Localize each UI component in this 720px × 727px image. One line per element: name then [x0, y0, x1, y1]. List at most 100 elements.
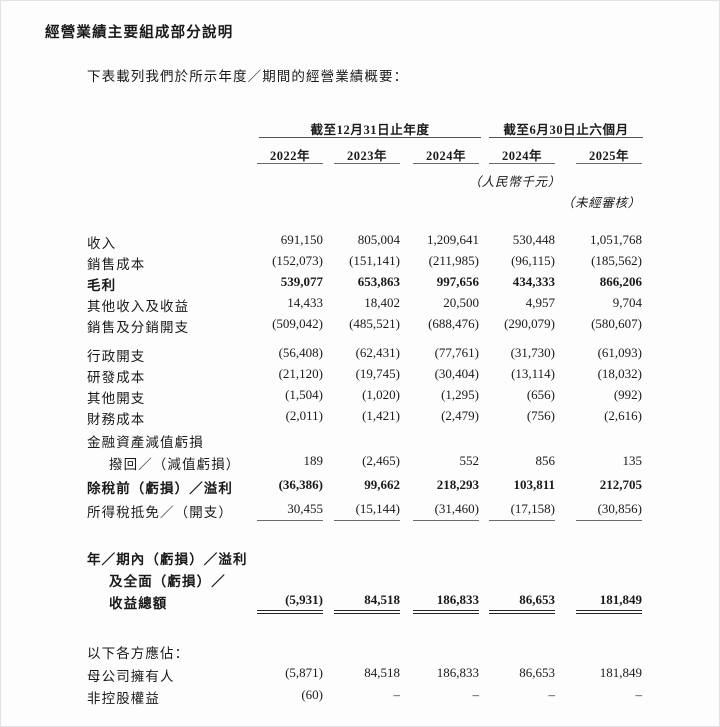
table-cell: –: [472, 687, 480, 702]
total-double-rule: [413, 610, 479, 614]
column-rule-2024-interim: [489, 163, 555, 164]
row-label: 除稅前（虧損）／溢利: [87, 481, 233, 496]
table-cell: (5,871): [285, 665, 323, 680]
table-cell: 181,849: [599, 665, 642, 680]
column-header-2025-interim: 2025年: [588, 149, 629, 163]
table-cell: (17,158): [510, 501, 555, 516]
intro-paragraph: 下表載列我們於所示年度／期間的經營業績概要：: [87, 69, 409, 84]
table-cell: (15,144): [355, 501, 400, 516]
total-cell: 86,653: [519, 592, 555, 607]
total-cell: 181,849: [599, 592, 642, 607]
table-cell: (60): [301, 687, 323, 702]
table-cell: (688,476): [428, 316, 479, 331]
table-cell: (185,562): [591, 253, 642, 268]
row-label: 研發成本: [87, 370, 146, 385]
table-cell: (485,521): [349, 316, 400, 331]
total-double-rule: [257, 610, 323, 614]
row-label: 撥回／（減值虧損）: [109, 457, 241, 472]
column-header-2022: 2022年: [269, 149, 310, 163]
table-cell: (1,421): [362, 408, 400, 423]
table-cell: 4,957: [525, 295, 555, 310]
table-cell: 84,518: [364, 665, 400, 680]
table-cell: (211,985): [428, 253, 479, 268]
row-label: 銷售及分銷開支: [87, 320, 190, 335]
subtotal-rule: [489, 520, 555, 521]
table-cell: 1,051,768: [590, 232, 642, 247]
table-cell: 20,500: [443, 295, 479, 310]
group-rule-interim: [489, 137, 643, 138]
table-cell: 18,402: [364, 295, 400, 310]
table-cell: 86,653: [519, 665, 555, 680]
table-cell: 212,705: [599, 477, 642, 492]
table-cell: (21,120): [278, 366, 323, 381]
table-cell: (151,141): [349, 253, 400, 268]
table-cell: (290,079): [504, 316, 555, 331]
currency-unit-note: （人民幣千元）: [468, 175, 561, 189]
table-cell: 1,209,641: [427, 232, 479, 247]
table-cell: 434,333: [512, 274, 555, 289]
table-cell: (31,460): [434, 501, 479, 516]
table-cell: (2,616): [604, 408, 642, 423]
total-cell: 84,518: [364, 592, 400, 607]
table-cell: 103,811: [513, 477, 555, 492]
column-rule-2025-interim: [576, 163, 642, 164]
table-cell: (1,020): [362, 387, 400, 402]
table-cell: (77,761): [434, 345, 479, 360]
column-rule-2024-annual: [413, 163, 479, 164]
group-rule-annual: [259, 137, 481, 138]
table-cell: 99,662: [364, 477, 400, 492]
table-cell: (30,404): [434, 366, 479, 381]
table-cell: (13,114): [511, 366, 555, 381]
total-label-line3: 收益總額: [109, 596, 168, 611]
subtotal-rule: [576, 520, 642, 521]
table-cell: 135: [622, 453, 643, 468]
table-cell: 530,448: [512, 232, 555, 247]
row-label: 銷售成本: [87, 257, 146, 272]
table-cell: –: [548, 687, 556, 702]
table-cell: (580,607): [591, 316, 642, 331]
table-cell: 9,704: [612, 295, 642, 310]
group-header-interim: 截至6月30日止六個月: [503, 123, 629, 137]
row-label: 其他開支: [87, 391, 146, 406]
total-cell: (5,931): [285, 592, 323, 607]
group-header-annual: 截至12月31日止年度: [310, 123, 430, 137]
table-cell: 997,656: [436, 274, 479, 289]
subtotal-rule: [334, 520, 400, 521]
table-cell: (2,011): [285, 408, 323, 423]
table-cell: –: [393, 687, 401, 702]
column-header-2024-interim: 2024年: [501, 149, 542, 163]
table-cell: (509,042): [272, 316, 323, 331]
table-cell: (1,504): [285, 387, 323, 402]
table-cell: (61,093): [597, 345, 642, 360]
row-label: 行政開支: [87, 349, 146, 364]
table-cell: (18,032): [597, 366, 642, 381]
row-label: 毛利: [87, 278, 117, 293]
table-cell: (56,408): [278, 345, 323, 360]
column-rule-2022: [257, 163, 323, 164]
table-cell: (31,730): [510, 345, 555, 360]
table-cell: –: [635, 687, 643, 702]
unaudited-note: （未經審核）: [561, 196, 641, 210]
table-cell: (1,295): [441, 387, 479, 402]
total-cell: 186,833: [436, 592, 479, 607]
table-cell: (2,465): [362, 453, 400, 468]
table-cell: (152,073): [272, 253, 323, 268]
column-header-2024-annual: 2024年: [425, 149, 466, 163]
subtotal-rule: [413, 520, 479, 521]
table-cell: (30,856): [597, 501, 642, 516]
table-cell: (992): [613, 387, 642, 402]
table-cell: (62,431): [355, 345, 400, 360]
total-double-rule: [576, 610, 642, 614]
table-cell: 189: [303, 453, 324, 468]
table-cell: (756): [526, 408, 555, 423]
section-title: 經營業績主要組成部分說明: [45, 25, 234, 41]
table-cell: (2,479): [441, 408, 479, 423]
table-cell: 856: [535, 453, 556, 468]
row-label: 其他收入及收益: [87, 299, 190, 314]
attribution-heading: 以下各方應佔：: [87, 646, 190, 661]
row-label: 所得稅抵免／（開支）: [87, 505, 233, 520]
subtotal-rule: [257, 520, 323, 521]
total-label-line2: 及全面（虧損）／: [109, 574, 226, 589]
